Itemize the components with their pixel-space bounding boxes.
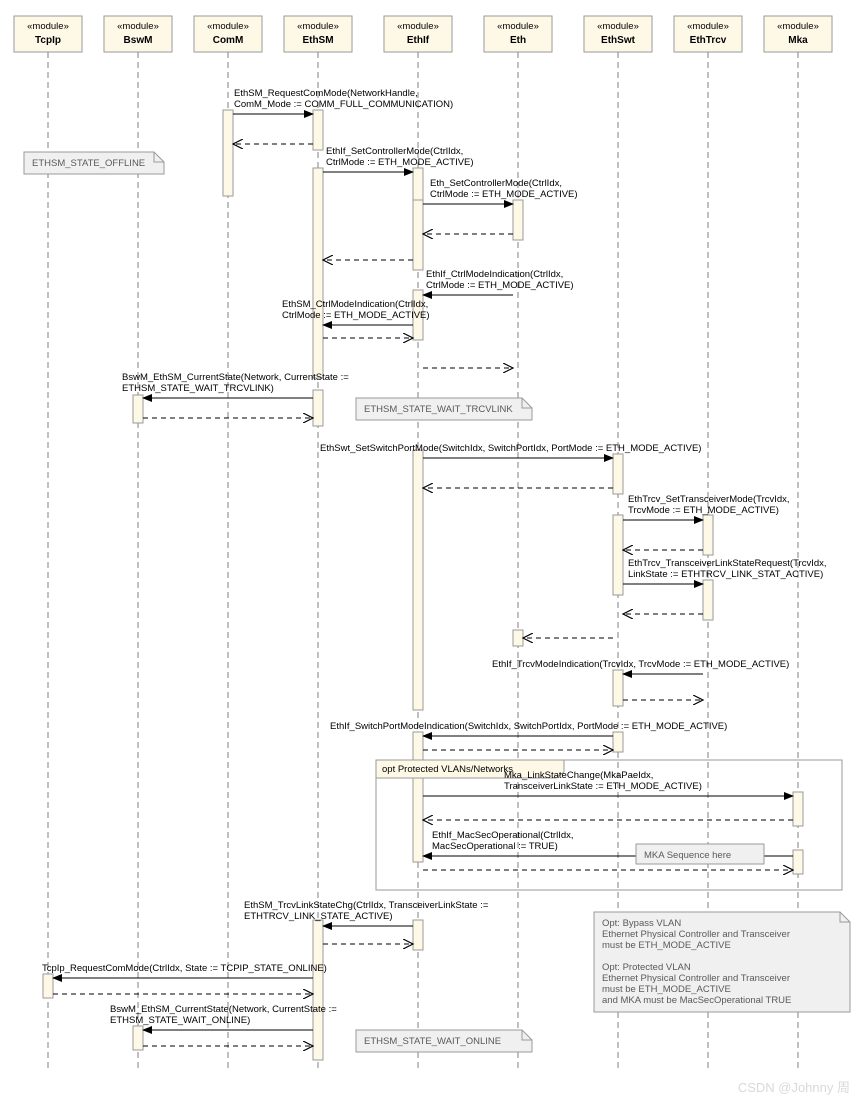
activation-EthIf-4 bbox=[413, 200, 423, 270]
message-label-29-0: TcpIp_RequestComMode(CtrlIdx, State := T… bbox=[42, 963, 327, 974]
message-label-23-1: TransceiverLinkState := ETH_MODE_ACTIVE) bbox=[504, 781, 702, 792]
lifeline-stereo-EthIf: «module» bbox=[397, 21, 439, 32]
messages-layer: EthSM_RequestComMode(NetworkHandle,ComM_… bbox=[42, 88, 827, 1046]
lifeline-name-Mka: Mka bbox=[788, 35, 808, 46]
sequence-diagram: «module» TcpIp «module» BswM «module» ComM «mo… bbox=[0, 0, 865, 1101]
activation-EthIf-9 bbox=[413, 450, 423, 710]
note-text-4-6: must be ETH_MODE_ACTIVE bbox=[602, 984, 731, 995]
message-label-6-0: EthIf_CtrlModeIndication(CtrlIdx, bbox=[426, 269, 563, 280]
message-label-23-0: Mka_LinkStateChange(MkaPaeIdx, bbox=[504, 770, 653, 781]
activation-Mka-19 bbox=[793, 850, 803, 874]
lifeline-stereo-Eth: «module» bbox=[497, 21, 539, 32]
frame-label-text-0: opt Protected VLANs/Networks bbox=[382, 764, 513, 775]
activation-TcpIp-22 bbox=[43, 974, 53, 998]
message-label-12-0: EthSwt_SetSwitchPortMode(SwitchIdx, Swit… bbox=[320, 443, 701, 454]
activation-EthIf-16 bbox=[413, 732, 423, 862]
lifeline-name-Eth: Eth bbox=[510, 35, 526, 46]
activation-EthIf-20 bbox=[413, 920, 423, 950]
message-label-31-1: ETHSM_STATE_WAIT_ONLINE) bbox=[110, 1015, 250, 1026]
lifeline-name-EthTrcv: EthTrcv bbox=[690, 35, 727, 46]
activation-EthSM-21 bbox=[313, 920, 323, 1060]
activation-Eth-5 bbox=[513, 200, 523, 240]
activation-EthSM-7 bbox=[313, 390, 323, 426]
message-label-27-0: EthSM_TrcvLinkStateChg(CtrlIdx, Transcei… bbox=[244, 900, 489, 911]
message-label-27-1: ETHTRCV_LINK_STATE_ACTIVE) bbox=[244, 911, 393, 922]
message-label-0-0: EthSM_RequestComMode(NetworkHandle, bbox=[234, 88, 418, 99]
lifeline-stereo-EthSM: «module» bbox=[297, 21, 339, 32]
activation-EthSwt-10 bbox=[613, 454, 623, 494]
lifeline-name-ComM: ComM bbox=[213, 35, 244, 46]
note-text-4-2: must be ETH_MODE_ACTIVE bbox=[602, 940, 731, 951]
note-text-4-1: Ethernet Physical Controller and Transce… bbox=[602, 929, 790, 940]
note-text-0-0: ETHSM_STATE_OFFLINE bbox=[32, 158, 145, 169]
activation-BswM-23 bbox=[133, 1026, 143, 1050]
activation-EthSwt-11 bbox=[613, 515, 623, 595]
message-label-10-0: BswM_EthSM_CurrentState(Network, Current… bbox=[122, 372, 349, 383]
message-label-7-0: EthSM_CtrlModeIndication(CtrlIdx, bbox=[282, 299, 428, 310]
activation-EthSM-2 bbox=[313, 168, 323, 378]
message-label-31-0: BswM_EthSM_CurrentState(Network, Current… bbox=[110, 1004, 337, 1015]
note-text-4-5: Ethernet Physical Controller and Transce… bbox=[602, 973, 790, 984]
note-text-4-7: and MKA must be MacSecOperational TRUE bbox=[602, 995, 791, 1006]
message-label-25-1: MacSecOperational := TRUE) bbox=[432, 841, 558, 852]
message-label-19-0: EthIf_TrcvModeIndication(TrcvIdx, TrcvMo… bbox=[492, 659, 789, 670]
activation-Mka-18 bbox=[793, 792, 803, 826]
message-label-6-1: CtrlMode := ETH_MODE_ACTIVE) bbox=[426, 280, 574, 291]
message-label-2-0: EthIf_SetControllerMode(CtrlIdx, bbox=[326, 146, 463, 157]
lifeline-stereo-EthTrcv: «module» bbox=[687, 21, 729, 32]
activation-EthTrcv-12 bbox=[703, 515, 713, 555]
message-label-10-1: ETHSM_STATE_WAIT_TRCVLINK) bbox=[122, 383, 274, 394]
message-label-21-0: EthIf_SwitchPortModeIndication(SwitchIdx… bbox=[330, 721, 727, 732]
message-label-14-1: TrcvMode := ETH_MODE_ACTIVE) bbox=[628, 505, 779, 516]
note-text-4-0: Opt: Bypass VLAN bbox=[602, 918, 681, 929]
lifeline-stereo-BswM: «module» bbox=[117, 21, 159, 32]
activation-EthSwt-15 bbox=[613, 670, 623, 706]
lifeline-name-EthIf: EthIf bbox=[407, 35, 430, 46]
message-label-7-1: CtrlMode := ETH_MODE_ACTIVE) bbox=[282, 310, 430, 321]
message-label-3-1: CtrlMode := ETH_MODE_ACTIVE) bbox=[430, 189, 578, 200]
note-text-3-0: MKA Sequence here bbox=[644, 850, 731, 861]
note-text-1-0: ETHSM_STATE_WAIT_TRCVLINK bbox=[364, 404, 513, 415]
message-label-16-0: EthTrcv_TransceiverLinkStateRequest(Trcv… bbox=[628, 558, 827, 569]
lifeline-stereo-Mka: «module» bbox=[777, 21, 819, 32]
activation-ComM-0 bbox=[223, 110, 233, 196]
activation-EthSwt-17 bbox=[613, 732, 623, 752]
lifeline-name-EthSM: EthSM bbox=[302, 35, 333, 46]
activation-Eth-14 bbox=[513, 630, 523, 646]
message-label-16-1: LinkState := ETHTRCV_LINK_STAT_ACTIVE) bbox=[628, 569, 823, 580]
message-label-2-1: CtrlMode := ETH_MODE_ACTIVE) bbox=[326, 157, 474, 168]
lifeline-stereo-TcpIp: «module» bbox=[27, 21, 69, 32]
message-label-0-1: ComM_Mode := COMM_FULL_COMMUNICATION) bbox=[234, 99, 453, 110]
lifeline-name-TcpIp: TcpIp bbox=[35, 35, 61, 46]
watermark-text: CSDN @Johnny 周 bbox=[738, 1080, 850, 1095]
lifeline-name-BswM: BswM bbox=[124, 35, 153, 46]
lifeline-stereo-ComM: «module» bbox=[207, 21, 249, 32]
lifeline-name-EthSwt: EthSwt bbox=[601, 35, 636, 46]
message-label-3-0: Eth_SetControllerMode(CtrlIdx, bbox=[430, 178, 562, 189]
note-text-2-0: ETHSM_STATE_WAIT_ONLINE bbox=[364, 1036, 501, 1047]
message-label-14-0: EthTrcv_SetTransceiverMode(TrcvIdx, bbox=[628, 494, 790, 505]
activation-EthSM-1 bbox=[313, 110, 323, 150]
lifeline-stereo-EthSwt: «module» bbox=[597, 21, 639, 32]
activation-EthTrcv-13 bbox=[703, 580, 713, 620]
message-label-25-0: EthIf_MacSecOperational(CtrlIdx, bbox=[432, 830, 574, 841]
note-text-4-4: Opt: Protected VLAN bbox=[602, 962, 691, 973]
activation-BswM-8 bbox=[133, 395, 143, 423]
